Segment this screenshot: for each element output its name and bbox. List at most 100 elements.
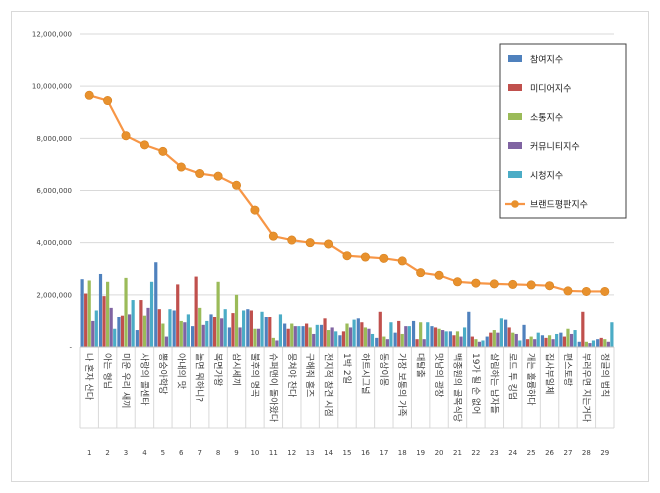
bar-3 — [547, 335, 552, 347]
line-point — [176, 162, 186, 172]
legend-box — [499, 43, 627, 219]
category-number: 11 — [269, 449, 278, 457]
line-point — [434, 270, 444, 280]
bar-2 — [452, 335, 456, 347]
bar-5 — [610, 322, 614, 347]
bar-5 — [278, 314, 283, 347]
y-tick-label: 4,000,000 — [36, 239, 72, 247]
bar-5 — [555, 333, 559, 347]
category-number: 13 — [306, 449, 315, 457]
bar-1 — [80, 279, 84, 347]
bar-2 — [360, 322, 364, 347]
category-label: 구해줘 홈즈 — [304, 353, 316, 397]
category-number: 25 — [527, 449, 536, 457]
category-number: 24 — [508, 449, 517, 457]
bar-1 — [504, 319, 508, 347]
bar-1 — [356, 318, 360, 347]
y-tick-label: 10,000,000 — [32, 83, 72, 91]
category-number: 1 — [87, 449, 91, 457]
bar-1 — [301, 326, 305, 347]
bar-1 — [375, 337, 379, 347]
bar-5 — [407, 326, 411, 347]
bar-1 — [209, 314, 213, 347]
line-point — [471, 278, 481, 288]
bar-2 — [286, 328, 290, 347]
bar-3 — [584, 341, 588, 347]
category-number: 5 — [161, 449, 165, 457]
category-number: 17 — [379, 449, 388, 457]
bar-5 — [94, 310, 98, 347]
bar-5 — [186, 314, 190, 347]
category-label: 1박 2일 — [341, 353, 352, 384]
line-point — [489, 279, 499, 289]
bar-1 — [172, 310, 176, 347]
bar-1 — [135, 330, 139, 347]
category-number: 12 — [287, 449, 296, 457]
bar-2 — [157, 309, 161, 347]
bar-5 — [591, 340, 596, 347]
bar-4 — [275, 340, 279, 347]
bar-3 — [603, 339, 607, 347]
line-point — [452, 277, 462, 287]
line-point — [508, 279, 518, 289]
category-label: 편스토랑 — [562, 353, 574, 386]
category-label: 집사부일체 — [544, 353, 556, 394]
category-number: 18 — [398, 449, 407, 457]
bar-2 — [120, 315, 125, 347]
bar-4 — [164, 336, 169, 347]
line-point — [581, 286, 591, 296]
bar-4 — [238, 327, 242, 347]
category-label: 복면가왕 — [212, 353, 223, 386]
bar-3 — [492, 330, 496, 347]
bar-1 — [577, 341, 581, 347]
bar-1 — [430, 326, 434, 347]
bar-3 — [419, 322, 423, 347]
bar-3 — [198, 307, 202, 347]
category-label: 사랑의 콜센타 — [138, 353, 150, 406]
category-number: 28 — [582, 449, 591, 457]
category-label: 19가 될 순 없어 — [470, 353, 481, 414]
category-number: 9 — [234, 449, 238, 457]
bar-5 — [370, 333, 375, 347]
legend-swatch-1 — [508, 55, 522, 62]
bar-1 — [522, 324, 526, 347]
category-number: 3 — [124, 449, 128, 457]
category-number: 10 — [250, 449, 259, 457]
bar-3 — [382, 336, 386, 347]
category-label: 백종원의 골목식당 — [451, 353, 462, 422]
category-label: 전지적 참견 시점 — [323, 353, 335, 417]
bar-5 — [168, 309, 172, 347]
bar-5 — [260, 311, 264, 347]
bar-2 — [176, 284, 180, 347]
bar-2 — [305, 323, 309, 347]
category-label: 대탈출 — [415, 353, 426, 378]
category-label: 가장 보통의 가족 — [396, 353, 407, 417]
bar-3 — [179, 320, 183, 347]
bar-3 — [161, 323, 165, 347]
line-point — [416, 268, 426, 278]
legend-label-6: 브랜드평판지수 — [530, 200, 588, 211]
bar-4 — [293, 326, 297, 347]
bar-2 — [194, 276, 198, 347]
bar-2 — [525, 339, 530, 347]
legend-swatch-4 — [508, 142, 522, 149]
category-number: 20 — [435, 449, 444, 457]
bar-2 — [599, 337, 603, 347]
chart-frame — [11, 11, 649, 482]
category-number: 27 — [564, 449, 573, 457]
bar-2 — [84, 293, 88, 347]
line-point — [379, 253, 389, 263]
bar-1 — [264, 317, 268, 347]
bar-1 — [283, 323, 287, 347]
bar-2 — [433, 327, 438, 347]
category-label: 불후의 명곡 — [249, 353, 260, 397]
bar-4 — [312, 333, 316, 347]
bar-4 — [422, 339, 426, 347]
line-point — [232, 180, 242, 190]
category-number: 2 — [105, 449, 109, 457]
bar-3 — [437, 328, 441, 347]
line-point — [305, 238, 315, 248]
bar-5 — [131, 300, 135, 347]
bar-1 — [596, 339, 600, 347]
category-label: 개는 훌륭하다 — [525, 353, 537, 406]
